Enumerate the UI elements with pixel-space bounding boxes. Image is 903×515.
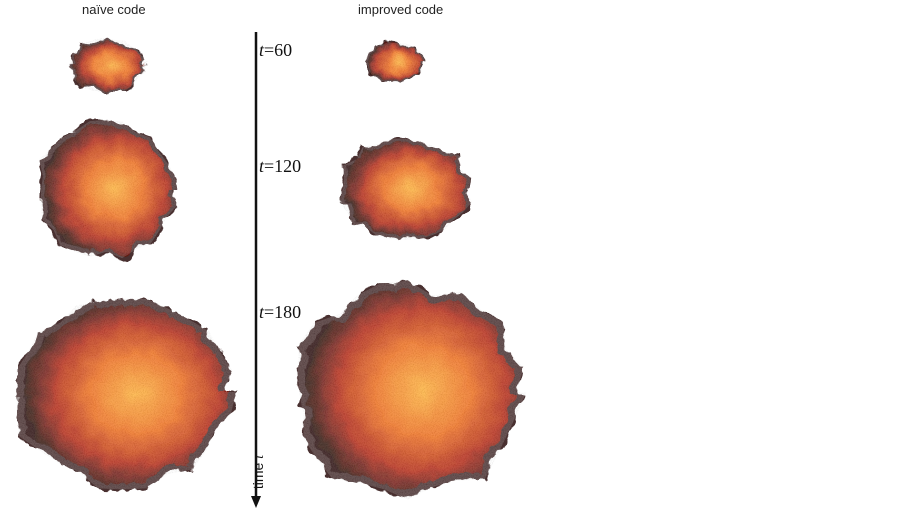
time-axis-label: time t [250, 454, 267, 490]
time-arrow-head [251, 496, 261, 508]
improved-code-column-title: improved code [358, 2, 444, 17]
time-label-180: t=180 [259, 302, 302, 322]
naive-cluster-t120 [39, 119, 178, 259]
time-label-120: t=120 [259, 156, 302, 176]
improved-cluster-t60 [366, 42, 425, 83]
improved-cluster-t180 [297, 280, 527, 500]
naive-cluster-t180 [16, 298, 237, 490]
naive-cluster-t60 [68, 37, 148, 94]
time-label-60: t=60 [259, 40, 293, 60]
naive-code-column-title: naïve code [82, 2, 146, 17]
improved-cluster-t120 [339, 138, 472, 240]
